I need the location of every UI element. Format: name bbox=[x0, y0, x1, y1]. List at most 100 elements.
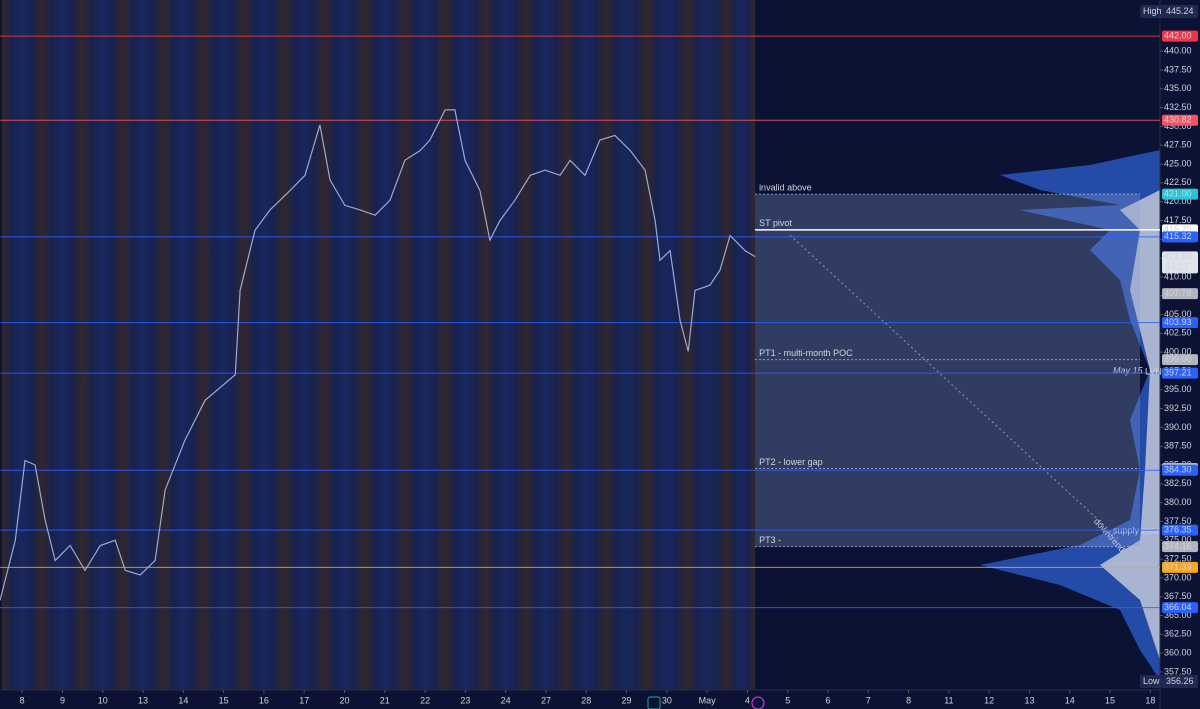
price-label: 430.82 bbox=[1164, 115, 1192, 125]
y-tick-label: 367.50 bbox=[1164, 591, 1192, 601]
x-tick-label: 15 bbox=[219, 695, 229, 705]
session-bands bbox=[2, 0, 756, 690]
price-label: 399.00 bbox=[1164, 354, 1192, 364]
price-label-box bbox=[1162, 541, 1198, 553]
y-tick-label: 395.00 bbox=[1164, 384, 1192, 394]
y-tick-label: 422.50 bbox=[1164, 177, 1192, 187]
x-tick-label: 5 bbox=[785, 695, 790, 705]
price-label: 415.32 bbox=[1164, 231, 1192, 241]
x-tick-label: 18 bbox=[1145, 695, 1155, 705]
y-tick-label: 402.50 bbox=[1164, 328, 1192, 338]
y-tick-label: 375.00 bbox=[1164, 535, 1192, 545]
session-band bbox=[324, 0, 365, 690]
session-band bbox=[566, 0, 607, 690]
x-tick-label: 6 bbox=[825, 695, 830, 705]
price-label-box bbox=[1162, 561, 1198, 573]
level-note: LVN bbox=[1145, 367, 1162, 377]
countdown: 18:21 bbox=[1166, 261, 1189, 271]
y-tick-label: 390.00 bbox=[1164, 422, 1192, 432]
extreme-box bbox=[1140, 675, 1198, 688]
x-tick-label: 8 bbox=[20, 695, 25, 705]
x-tick-label: 7 bbox=[866, 695, 871, 705]
extreme-value: 356.26 bbox=[1166, 676, 1194, 686]
y-tick-label: 435.00 bbox=[1164, 83, 1192, 93]
earnings-icon[interactable] bbox=[647, 696, 661, 709]
level-note: PT1 - multi-month POC bbox=[759, 348, 853, 358]
session-band bbox=[727, 0, 756, 690]
price-label: 442.00 bbox=[1164, 30, 1192, 40]
y-tick-label: 370.00 bbox=[1164, 572, 1192, 582]
level-note: PT3 - bbox=[759, 535, 781, 545]
price-label: 366.04 bbox=[1164, 602, 1192, 612]
y-tick-label: 377.50 bbox=[1164, 516, 1192, 526]
x-tick-label: 16 bbox=[259, 695, 269, 705]
price-label-box bbox=[1162, 602, 1198, 614]
session-band bbox=[2, 0, 43, 690]
x-tick-label: 24 bbox=[501, 695, 511, 705]
x-tick-label: 17 bbox=[299, 695, 309, 705]
price-label-box bbox=[1162, 288, 1198, 300]
y-tick-label: 365.00 bbox=[1164, 610, 1192, 620]
y-tick-label: 362.50 bbox=[1164, 629, 1192, 639]
x-tick-label: 11 bbox=[944, 695, 953, 705]
session-band bbox=[82, 0, 123, 690]
annotation: May 15 bbox=[1113, 365, 1144, 375]
y-tick-label: 430.00 bbox=[1164, 121, 1192, 131]
x-tick-label: 29 bbox=[622, 695, 632, 705]
session-band bbox=[364, 0, 405, 690]
price-label-box bbox=[1162, 524, 1198, 536]
session-band bbox=[284, 0, 325, 690]
session-band bbox=[646, 0, 687, 690]
extreme-value: 445.24 bbox=[1166, 6, 1194, 16]
session-band bbox=[686, 0, 728, 690]
price-label: 407.78 bbox=[1164, 288, 1192, 298]
price-label: 374.16 bbox=[1164, 541, 1192, 551]
price-label-box bbox=[1162, 464, 1198, 476]
price-line bbox=[0, 109, 756, 601]
x-tick-label: 23 bbox=[460, 695, 470, 705]
x-tick-label: May bbox=[699, 695, 717, 705]
y-tick-label: 417.50 bbox=[1164, 215, 1192, 225]
price-label: 412.66 bbox=[1164, 251, 1192, 261]
y-tick-label: 427.50 bbox=[1164, 140, 1192, 150]
y-tick-label: 382.50 bbox=[1164, 478, 1192, 488]
price-label-box bbox=[1162, 231, 1198, 243]
price-label-box bbox=[1162, 354, 1198, 366]
x-tick-label: 28 bbox=[581, 695, 591, 705]
volume-profile-poc bbox=[1100, 190, 1160, 660]
price-label: 416.25 bbox=[1164, 224, 1192, 234]
extreme-name: High bbox=[1143, 6, 1162, 16]
event-icon[interactable] bbox=[751, 696, 765, 709]
y-tick-label: 440.00 bbox=[1164, 46, 1192, 56]
y-tick-label: 392.50 bbox=[1164, 403, 1192, 413]
y-tick-label: 425.00 bbox=[1164, 158, 1192, 168]
price-label-box bbox=[1162, 317, 1198, 329]
x-tick-label: 9 bbox=[60, 695, 65, 705]
y-tick-label: 432.50 bbox=[1164, 102, 1192, 112]
x-tick-label: 30 bbox=[662, 695, 672, 705]
price-label: 403.93 bbox=[1164, 317, 1192, 327]
session-band bbox=[485, 0, 526, 690]
level-note: ST pivot bbox=[759, 218, 792, 228]
price-label-box bbox=[1162, 367, 1198, 379]
level-note: invalid above bbox=[759, 183, 812, 193]
price-label-box bbox=[1162, 188, 1198, 200]
price-label-box bbox=[1162, 114, 1198, 126]
session-band bbox=[243, 0, 285, 690]
session-band bbox=[42, 0, 83, 690]
extreme-box bbox=[1140, 5, 1198, 18]
x-tick-label: 10 bbox=[98, 695, 108, 705]
y-tick-label: 405.00 bbox=[1164, 309, 1192, 319]
x-tick-label: 8 bbox=[906, 695, 911, 705]
y-tick-label: 420.00 bbox=[1164, 196, 1192, 206]
session-band bbox=[525, 0, 567, 690]
y-tick-label: 410.00 bbox=[1164, 271, 1192, 281]
x-tick-label: 27 bbox=[541, 695, 551, 705]
x-tick-label: 4 bbox=[745, 695, 750, 705]
x-tick-label: 20 bbox=[339, 695, 349, 705]
price-label-box bbox=[1162, 251, 1198, 274]
x-tick-label: 15 bbox=[1105, 695, 1115, 705]
price-label: 397.21 bbox=[1164, 368, 1192, 378]
x-tick-label: 12 bbox=[984, 695, 994, 705]
y-tick-label: 360.00 bbox=[1164, 648, 1192, 658]
